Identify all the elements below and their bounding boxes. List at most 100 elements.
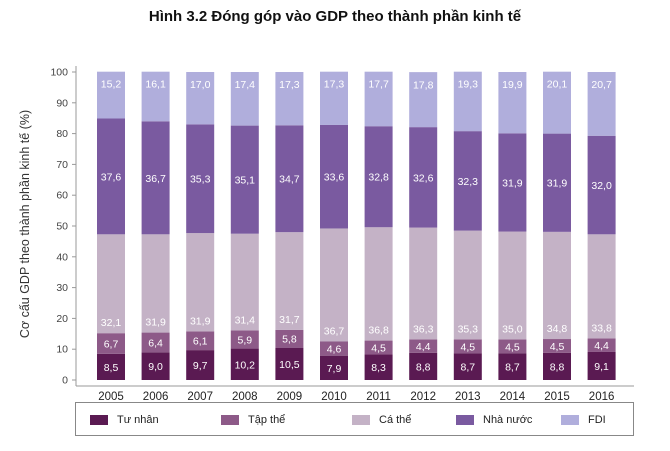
y-tick-label: 40 [56, 251, 68, 263]
y-tick-label: 20 [56, 313, 68, 325]
data-label-tu-nhan: 8,7 [460, 362, 475, 374]
data-label-tu-nhan: 8,8 [550, 361, 565, 373]
data-label-tu-nhan: 9,0 [148, 361, 163, 373]
data-label-nha-nuoc: 35,3 [190, 174, 211, 186]
x-tick-label: 2015 [544, 391, 570, 400]
bar-segment-tap-the [97, 333, 125, 354]
bar-segment-tu-nhan [498, 353, 527, 380]
bar-segment-fdi [409, 72, 438, 128]
data-label-fdi: 17,4 [235, 79, 256, 91]
data-label-ca-the: 32,1 [101, 317, 122, 329]
data-label-fdi: 20,7 [591, 79, 612, 91]
data-label-fdi: 17,3 [324, 79, 345, 91]
bar-segment-fdi [186, 72, 215, 125]
bar-segment-tu-nhan [320, 355, 348, 380]
bar-segment-nha-nuoc [186, 124, 215, 234]
legend-swatch [90, 415, 108, 425]
legend-item-ca-the: Cá thể [352, 414, 411, 426]
bar-segment-nha-nuoc [97, 118, 125, 235]
x-tick-label: 2005 [98, 391, 124, 400]
x-tick-label: 2014 [500, 391, 526, 400]
bar-segment-ca-the [141, 234, 170, 333]
data-label-tu-nhan: 9,7 [193, 360, 208, 372]
bar-segment-tu-nhan [141, 352, 170, 380]
data-label-fdi: 17,7 [368, 79, 389, 91]
bar-segment-ca-the [364, 227, 393, 341]
data-label-tap-the: 4,4 [416, 341, 431, 353]
bar-segment-tu-nhan [275, 347, 304, 380]
data-label-nha-nuoc: 31,9 [547, 178, 568, 190]
data-label-tu-nhan: 10,2 [235, 359, 256, 371]
bar-segment-nha-nuoc [587, 135, 616, 235]
bar-segment-tu-nhan [186, 350, 215, 380]
x-tick-label: 2016 [589, 391, 615, 400]
bar-segment-nha-nuoc [230, 125, 259, 234]
data-label-ca-the: 36,8 [368, 325, 389, 337]
y-tick-label: 100 [50, 67, 68, 79]
bar-segment-ca-the [230, 233, 259, 331]
bar-segment-ca-the [409, 227, 438, 340]
bar-segment-nha-nuoc [543, 133, 571, 232]
data-label-tu-nhan: 7,9 [327, 363, 342, 375]
bar-segment-tu-nhan [97, 353, 125, 380]
y-tick-label: 0 [62, 375, 68, 387]
data-label-nha-nuoc: 32,8 [368, 172, 389, 184]
x-tick-label: 2012 [410, 391, 436, 400]
legend-item-tu-nhan: Tư nhân [90, 414, 159, 426]
data-label-tap-the: 4,5 [550, 341, 565, 353]
bar-segment-ca-the [543, 231, 571, 340]
bar-segment-nha-nuoc [141, 121, 170, 235]
bar-segment-fdi [498, 72, 527, 134]
data-label-ca-the: 31,9 [145, 317, 166, 329]
bar-segment-tu-nhan [453, 353, 482, 380]
x-tick-label: 2011 [366, 391, 391, 400]
x-tick-label: 2013 [455, 391, 481, 400]
data-label-nha-nuoc: 31,9 [502, 177, 523, 189]
data-label-fdi: 17,8 [413, 79, 434, 91]
legend-label: Tư nhân [117, 414, 159, 426]
bar-segment-ca-the [186, 233, 215, 332]
bar-segment-ca-the [498, 231, 527, 340]
data-label-tap-the: 5,8 [282, 334, 297, 346]
y-tick-label: 30 [56, 282, 68, 294]
legend-swatch [352, 415, 370, 425]
data-label-nha-nuoc: 36,7 [145, 173, 166, 185]
data-label-ca-the: 31,7 [279, 314, 300, 326]
data-labels: 8,5 6,7 32,1 37,6 15,2 9,0 6,4 31,9 36,7 16,1 9,7 6… [101, 79, 612, 375]
data-label-nha-nuoc: 32,0 [591, 180, 612, 192]
x-tick-label: 2006 [143, 391, 169, 400]
bar-segment-tap-the [364, 340, 393, 355]
data-label-fdi: 19,9 [502, 79, 523, 91]
data-label-fdi: 17,0 [190, 79, 211, 91]
bar-segment-ca-the [320, 228, 348, 342]
legend-swatch [221, 415, 239, 425]
data-label-ca-the: 31,4 [235, 314, 256, 326]
data-label-fdi: 15,2 [101, 79, 122, 91]
legend-label: FDI [588, 414, 606, 426]
data-label-tap-the: 6,4 [148, 337, 163, 349]
bar-segment-tap-the [543, 339, 571, 353]
stacked-bar-chart: 0 10 20 30 40 50 60 70 80 90 100 2005 2006 2007 2008 20… [18, 66, 634, 400]
y-tick-label: 50 [56, 221, 68, 233]
data-label-fdi: 19,3 [458, 79, 479, 91]
x-tick-label: 2010 [321, 391, 347, 400]
data-label-tap-the: 4,5 [505, 341, 520, 353]
data-label-ca-the: 31,9 [190, 315, 211, 327]
y-tick-label: 70 [56, 159, 68, 171]
bar-segment-fdi [97, 71, 125, 119]
bar-segment-tu-nhan [230, 348, 259, 380]
legend-swatch [561, 415, 579, 425]
data-label-tu-nhan: 8,5 [104, 362, 119, 374]
bar-segment-tap-the [230, 330, 259, 349]
bar-segment-ca-the [97, 234, 125, 334]
bar-segment-tu-nhan [587, 351, 616, 380]
data-label-tap-the: 5,9 [237, 334, 252, 346]
data-label-nha-nuoc: 34,7 [279, 174, 300, 186]
data-label-tap-the: 4,6 [327, 344, 342, 356]
data-label-fdi: 16,1 [145, 79, 166, 91]
data-label-ca-the: 34,8 [547, 323, 568, 335]
data-label-ca-the: 36,3 [413, 323, 434, 335]
bar-segment-nha-nuoc [275, 125, 304, 233]
data-label-tu-nhan: 8,8 [416, 361, 431, 373]
bar-segment-tap-the [498, 339, 527, 354]
